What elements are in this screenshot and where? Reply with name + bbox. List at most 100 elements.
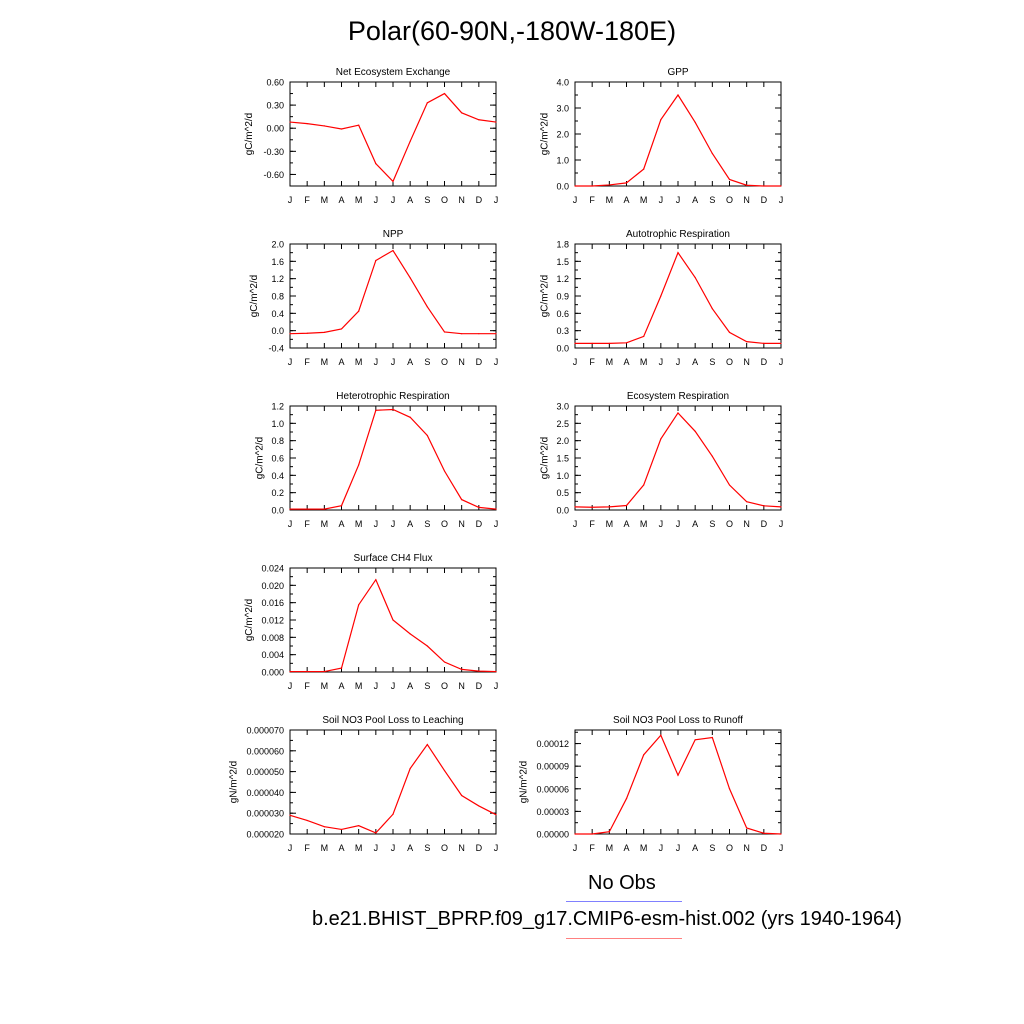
x-tick-label: J	[779, 195, 784, 205]
x-tick-label: J	[494, 195, 499, 205]
x-tick-label: J	[676, 357, 681, 367]
y-tick-label: 0.2	[271, 488, 284, 498]
series-point	[323, 826, 325, 828]
series-point	[711, 455, 713, 457]
series-point	[478, 119, 480, 121]
series-point	[340, 128, 343, 130]
series-point	[323, 508, 325, 510]
y-tick-label: 0.00003	[536, 807, 569, 817]
series-point	[574, 185, 576, 187]
x-tick-label: A	[407, 843, 413, 853]
y-tick-label: 0.000	[261, 668, 284, 678]
series-point	[426, 102, 428, 104]
y-tick-label: 0.8	[271, 292, 284, 302]
series-point	[574, 506, 576, 508]
series-point	[461, 333, 463, 335]
x-tick-label: M	[640, 843, 648, 853]
y-tick-label: -0.60	[263, 170, 284, 180]
series-point	[574, 833, 576, 835]
x-tick-label: M	[640, 357, 648, 367]
series-point	[591, 506, 593, 508]
x-tick-label: J	[374, 357, 379, 367]
panel-title: GPP	[667, 67, 688, 78]
y-tick-label: 0.00000	[536, 830, 569, 840]
series-point	[289, 508, 291, 510]
series-point	[358, 124, 360, 126]
x-tick-label: S	[424, 681, 430, 691]
x-tick-label: J	[659, 519, 664, 529]
y-tick-label: 0.6	[271, 454, 284, 464]
y-tick-label: 2.0	[556, 130, 569, 140]
series-point	[625, 182, 628, 184]
series-point	[358, 464, 360, 466]
panel-title: Soil NO3 Pool Loss to Leaching	[322, 715, 463, 726]
x-tick-label: J	[494, 357, 499, 367]
series-point	[763, 505, 765, 507]
x-tick-label: A	[338, 357, 344, 367]
x-tick-label: S	[424, 843, 430, 853]
x-tick-label: J	[573, 357, 578, 367]
x-tick-label: A	[692, 843, 698, 853]
x-tick-label: J	[494, 519, 499, 529]
x-tick-label: S	[709, 519, 715, 529]
legend-obs-label: No Obs	[588, 872, 656, 894]
x-tick-label: M	[606, 843, 614, 853]
y-tick-label: 0.0	[556, 344, 569, 354]
series-point	[443, 769, 446, 772]
series-point	[306, 819, 308, 822]
series-point	[375, 409, 377, 411]
series-line	[574, 411, 782, 508]
x-tick-label: J	[288, 195, 293, 205]
y-tick-label: 0.00	[266, 124, 284, 134]
series-point	[711, 736, 713, 739]
series-point	[306, 123, 308, 125]
series-point	[426, 645, 428, 647]
series-point	[694, 121, 696, 123]
legend-obs-line	[566, 901, 682, 902]
figure-title: Polar(60-90N,-180W-180E)	[347, 16, 677, 46]
series-point	[660, 295, 662, 297]
x-tick-label: J	[374, 519, 379, 529]
x-tick-label: J	[659, 357, 664, 367]
x-tick-label: O	[726, 843, 733, 853]
series-point	[591, 185, 593, 187]
x-tick-label: J	[659, 195, 664, 205]
series-point	[375, 579, 377, 581]
x-tick-label: N	[458, 519, 465, 529]
y-tick-label: 0.0	[556, 506, 569, 516]
x-tick-label: S	[709, 195, 715, 205]
panel-title: Autotrophic Respiration	[626, 229, 730, 240]
x-tick-label: M	[355, 357, 363, 367]
x-tick-label: O	[441, 681, 448, 691]
plot-frame	[574, 405, 782, 511]
series-point	[780, 185, 782, 187]
y-tick-label: 0.000020	[246, 830, 284, 840]
series-point	[323, 331, 325, 333]
x-tick-label: O	[441, 519, 448, 529]
y-tick-label: 0.60	[266, 78, 284, 88]
y-tick-label: 0.000040	[246, 788, 284, 798]
x-tick-label: M	[355, 519, 363, 529]
x-tick-label: F	[589, 195, 595, 205]
y-tick-label: 0.016	[261, 598, 284, 608]
series-point	[643, 754, 645, 756]
series-point	[340, 328, 343, 330]
y-tick-label: 0.012	[261, 616, 284, 626]
series-point	[677, 774, 679, 776]
x-tick-label: J	[676, 195, 681, 205]
series-point	[358, 604, 360, 606]
series-line	[575, 251, 781, 344]
y-tick-label: 0.000050	[246, 767, 284, 777]
x-tick-label: A	[407, 519, 413, 529]
series-point	[495, 333, 497, 335]
y-tick-label: 2.5	[556, 419, 569, 429]
x-tick-label: F	[304, 195, 310, 205]
x-tick-label: M	[640, 195, 648, 205]
y-axis-label: gC/m^2/d	[244, 113, 255, 156]
x-tick-label: F	[589, 357, 595, 367]
x-tick-label: D	[761, 195, 768, 205]
series-point	[608, 342, 610, 344]
series-point	[289, 121, 291, 123]
